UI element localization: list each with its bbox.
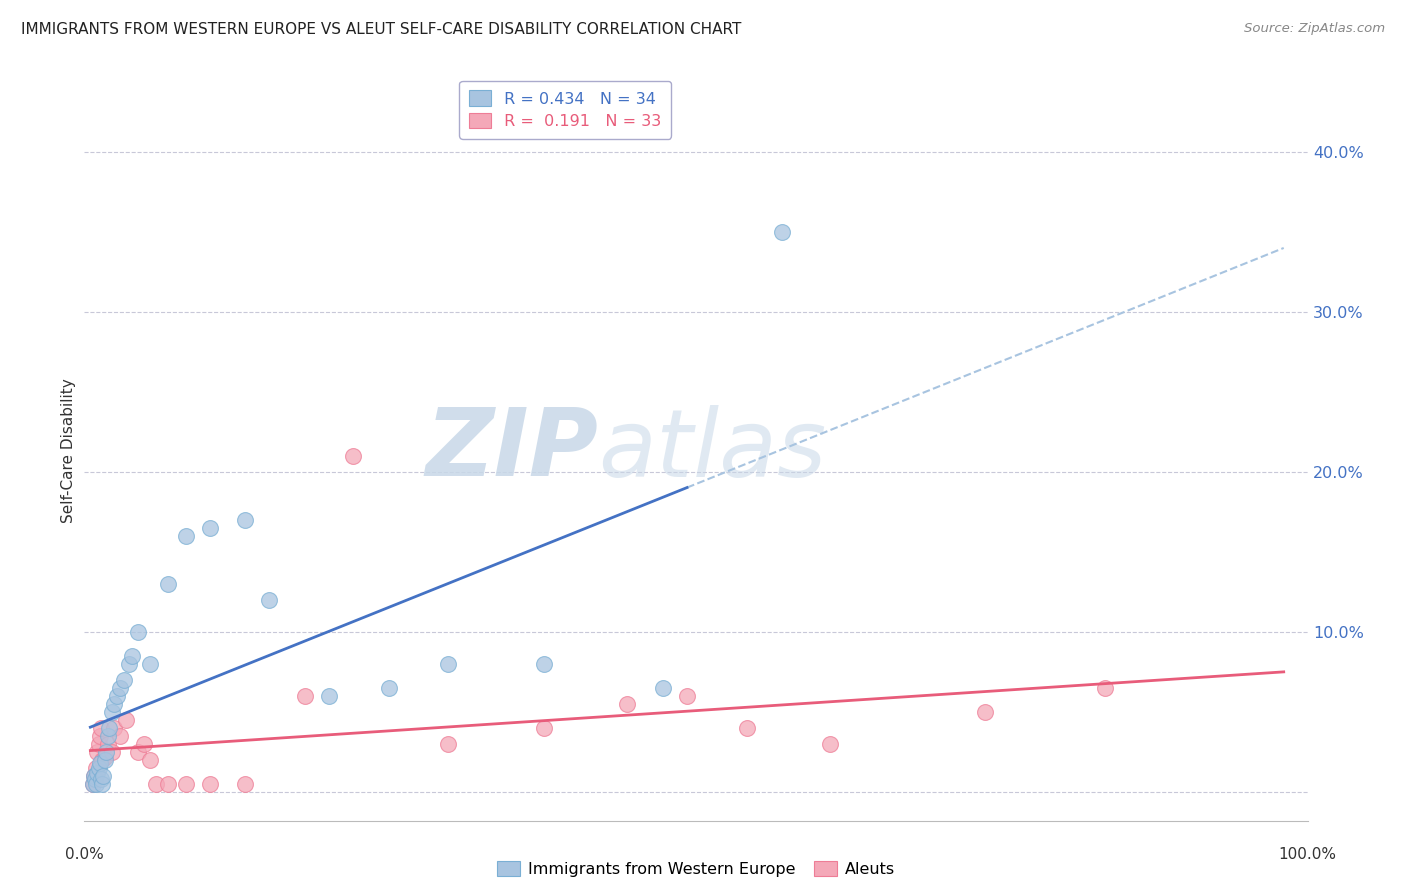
Point [87, 737, 110, 751]
Text: 100.0%: 100.0% [1278, 847, 1337, 862]
Point [84, 777, 107, 791]
Point [105, 689, 128, 703]
Text: atlas: atlas [598, 405, 827, 496]
Point [93, 753, 115, 767]
Point [132, 737, 155, 751]
Point [98, 721, 121, 735]
Point [533, 657, 555, 671]
Point [103, 697, 125, 711]
Point [90, 772, 112, 786]
Point [93, 769, 115, 783]
Point [94, 745, 117, 759]
Point [533, 721, 555, 735]
Point [91, 753, 114, 767]
Point [145, 777, 167, 791]
Point [437, 657, 460, 671]
Point [652, 681, 675, 695]
Point [772, 225, 794, 239]
Point [156, 777, 179, 791]
Point [90, 721, 112, 735]
Point [82, 777, 104, 791]
Point [82, 777, 104, 791]
Point [139, 657, 162, 671]
Point [84, 772, 107, 786]
Point [101, 705, 124, 719]
Point [87, 761, 110, 775]
Point [198, 777, 221, 791]
Point [101, 745, 124, 759]
Point [156, 577, 179, 591]
Point [616, 697, 638, 711]
Point [235, 777, 257, 791]
Point [174, 777, 197, 791]
Point [97, 729, 120, 743]
Point [117, 657, 139, 671]
Point [139, 753, 162, 767]
Point [259, 593, 281, 607]
Point [342, 449, 364, 463]
Point [676, 689, 699, 703]
Point [318, 689, 340, 703]
Point [735, 721, 758, 735]
Point [1094, 681, 1116, 695]
Point [89, 729, 111, 743]
Point [84, 772, 107, 786]
Text: IMMIGRANTS FROM WESTERN EUROPE VS ALEUT SELF-CARE DISABILITY CORRELATION CHART: IMMIGRANTS FROM WESTERN EUROPE VS ALEUT … [21, 22, 741, 37]
Text: ZIP: ZIP [425, 404, 598, 497]
Point [127, 624, 149, 639]
Point [294, 689, 316, 703]
Y-axis label: Self-Care Disability: Self-Care Disability [60, 378, 76, 523]
Point [127, 745, 149, 759]
Point [83, 769, 105, 783]
Legend: Immigrants from Western Europe, Aleuts: Immigrants from Western Europe, Aleuts [491, 855, 901, 883]
Point [437, 737, 460, 751]
Point [818, 737, 841, 751]
Point [84, 761, 107, 775]
Point [174, 529, 197, 543]
Point [121, 648, 143, 663]
Point [377, 681, 399, 695]
Point [91, 777, 114, 791]
Point [86, 745, 108, 759]
Point [115, 713, 138, 727]
Point [974, 705, 997, 719]
Point [89, 756, 111, 770]
Point [86, 765, 108, 780]
Point [97, 737, 120, 751]
Point [103, 721, 125, 735]
Point [198, 521, 221, 535]
Point [83, 769, 105, 783]
Text: Source: ZipAtlas.com: Source: ZipAtlas.com [1244, 22, 1385, 36]
Point [235, 513, 257, 527]
Point [112, 673, 135, 687]
Point [93, 749, 115, 764]
Point [108, 729, 131, 743]
Text: 0.0%: 0.0% [65, 847, 104, 862]
Point [108, 681, 131, 695]
